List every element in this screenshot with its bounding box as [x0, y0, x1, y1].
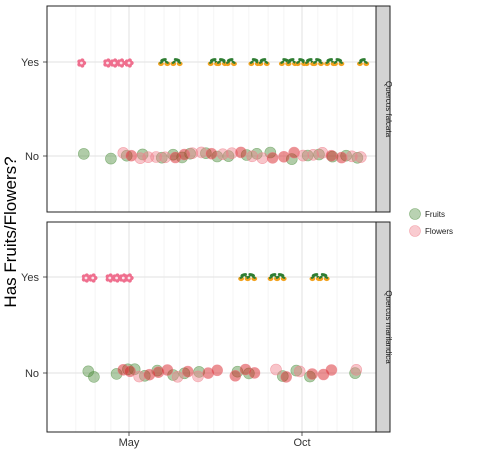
no-flower-point	[229, 369, 242, 382]
x-tick-label: May	[119, 437, 140, 449]
fruit-icon	[257, 58, 270, 67]
facet-label: Quercus falcata	[384, 81, 393, 138]
no-flower-point	[205, 147, 218, 160]
facet-label: Quercus marilandica	[384, 290, 393, 364]
no-flower-point	[195, 146, 208, 159]
fruit-icon	[158, 58, 171, 67]
no-flower-point	[293, 365, 306, 378]
no-flower-point	[182, 365, 194, 378]
flower-icon	[124, 273, 134, 283]
flower-icon	[77, 58, 87, 68]
no-flower-point	[270, 363, 282, 376]
panel-background	[47, 6, 376, 212]
no-flower-point	[150, 151, 162, 163]
no-flower-point	[133, 370, 145, 383]
y-tick-label: Yes	[21, 57, 39, 69]
no-fruit-point	[290, 364, 303, 377]
no-fruit-point	[88, 371, 100, 383]
legend-label-flowers: Flowers	[425, 227, 453, 236]
no-flower-point	[217, 148, 229, 160]
no-flower-point	[297, 149, 309, 162]
no-flower-point	[246, 150, 258, 163]
flower-icon	[124, 58, 134, 68]
no-flower-point	[125, 149, 138, 162]
flower-icon	[116, 58, 126, 68]
no-flower-point	[350, 363, 363, 376]
legend: Fruits Flowers	[409, 208, 453, 237]
no-flower-point	[256, 152, 269, 164]
flower-icon	[81, 273, 91, 283]
fruit-icon	[170, 58, 183, 67]
no-flower-point	[266, 152, 279, 164]
panel-background	[47, 222, 376, 432]
no-flower-point	[161, 364, 174, 376]
fruit-icon	[311, 58, 324, 67]
no-flower-point	[235, 146, 247, 159]
no-flower-point	[159, 151, 171, 164]
facet-panel-quercus-marilandica: No Yes Quercus marilandica	[21, 221, 393, 433]
no-flower-point	[211, 364, 223, 377]
legend-label-fruits: Fruits	[425, 210, 445, 219]
fruit-icon	[224, 58, 237, 67]
no-flower-point	[248, 367, 261, 379]
fruit-icon	[317, 273, 330, 282]
legend-key-fruits	[409, 208, 421, 220]
flower-icon	[103, 58, 113, 68]
y-tick-label: No	[25, 368, 39, 380]
no-fruit-point	[105, 152, 117, 165]
no-flower-point	[325, 364, 338, 376]
x-tick-label: Oct	[293, 437, 310, 449]
no-fruit-point	[136, 148, 149, 161]
y-axis-label: Has Fruits/Flowers?	[1, 156, 20, 307]
no-flower-point	[345, 150, 358, 163]
y-tick-label: Yes	[21, 272, 39, 284]
y-tick-label: No	[25, 151, 39, 163]
no-flower-point	[280, 371, 293, 383]
legend-key-flowers	[409, 225, 421, 237]
fruit-icon	[245, 273, 258, 282]
flower-icon	[112, 273, 122, 283]
facet-strip	[375, 221, 391, 433]
no-flower-point	[307, 149, 320, 161]
no-flower-point	[288, 146, 300, 159]
flower-icon	[105, 273, 115, 283]
no-flower-point	[335, 151, 348, 164]
facet-panels: No Yes Quercus falcata No Yes Quercus marilan…	[21, 5, 393, 433]
no-flower-point	[325, 149, 338, 162]
no-flower-point	[186, 147, 199, 159]
fruit-icon	[274, 273, 287, 282]
fruit-icon	[332, 58, 345, 67]
facet-strip	[375, 5, 391, 213]
no-flower-point	[306, 368, 319, 380]
no-fruit-point	[78, 148, 90, 160]
no-flower-point	[171, 370, 184, 383]
no-flower-point	[354, 151, 367, 163]
no-flower-point	[278, 151, 290, 163]
no-flower-point	[124, 365, 136, 378]
no-flower-point	[192, 370, 204, 383]
flower-icon	[88, 273, 98, 283]
fruit-icon	[357, 58, 370, 67]
facet-panel-quercus-falcata: No Yes Quercus falcata	[21, 5, 393, 213]
